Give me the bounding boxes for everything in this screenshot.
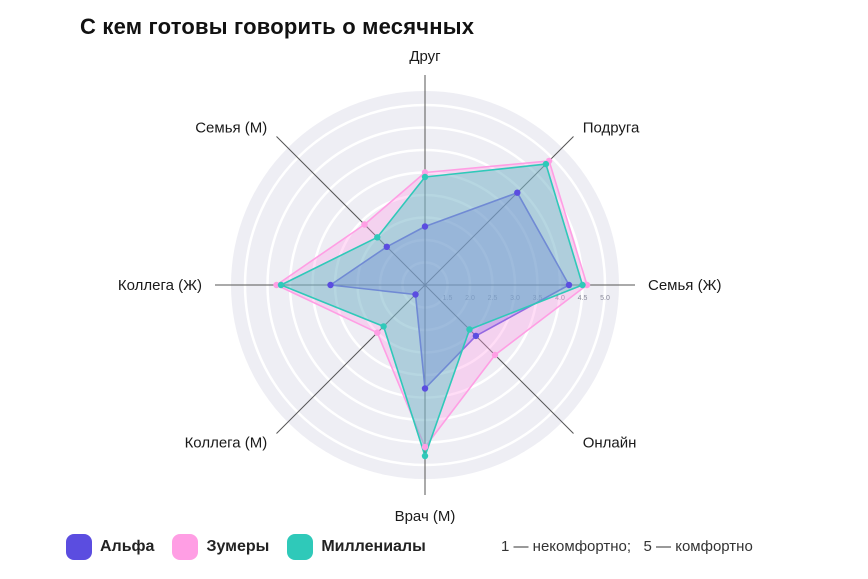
series-2-point-коллега-м: [380, 323, 387, 330]
series-0-point-семья-ж: [565, 281, 573, 289]
axis-label-врач-м: Врач (М): [395, 508, 456, 525]
series-1-point-друг: [421, 169, 429, 176]
series-1-point-семья-м: [361, 221, 368, 228]
tick-label: 2.5: [488, 295, 498, 302]
series-0-point-коллега-ж: [327, 281, 334, 289]
tick-label: 5.0: [600, 295, 610, 302]
series-1-point-коллега-м: [374, 329, 381, 336]
series-0-point-подруга: [514, 189, 521, 196]
series-0-point-друг: [421, 223, 429, 230]
tick-label: 1.5: [443, 295, 453, 302]
axis-label-семья-ж: Семья (Ж): [648, 277, 721, 294]
legend-item-millennials: Миллениалы: [287, 534, 426, 560]
axis-spoke-семья-м: [276, 136, 426, 286]
series-0-point-семья-м: [383, 243, 390, 250]
scale-note: 1 — некомфортно; 5 — комфортно: [501, 538, 753, 555]
series-0-point-коллега-м: [412, 291, 419, 298]
legend-item-zoomers: Зумеры: [172, 534, 269, 560]
series-1-point-семья-ж: [583, 281, 591, 289]
tick-label: 3.5: [533, 295, 543, 302]
tick-label: 2.0: [465, 295, 475, 302]
legend-label-zoomers: Зумеры: [206, 538, 270, 555]
series-2-point-врач-м: [421, 452, 429, 460]
series-2-point-онлайн: [466, 326, 473, 333]
tick-label: 4.0: [555, 295, 565, 302]
legend-swatch-zoomers: [172, 534, 199, 560]
series-1-point-онлайн: [491, 351, 499, 359]
legend-item-alpha: Альфа: [66, 534, 154, 560]
axis-label-друг: Друг: [409, 48, 441, 65]
series-2-point-коллега-ж: [277, 281, 285, 289]
axis-label-коллега-м: Коллега (М): [185, 435, 268, 452]
axis-label-коллега-ж: Коллега (Ж): [118, 277, 202, 294]
legend-label-alpha: Альфа: [100, 538, 155, 555]
series-0-point-врач-м: [421, 385, 429, 392]
legend-label-millennials: Миллениалы: [321, 538, 426, 555]
tick-label: 4.5: [578, 295, 588, 302]
series-2-point-семья-ж: [579, 281, 586, 289]
series-0-point-онлайн: [472, 332, 480, 340]
tick-label: 3.0: [510, 295, 520, 302]
legend-swatch-alpha: [66, 534, 92, 560]
legend: Альфа Зумеры Миллениалы: [66, 532, 444, 562]
series-2-point-семья-м: [374, 234, 381, 241]
chart-title: С кем готовы говорить о месячных: [80, 14, 475, 39]
axis-label-онлайн: Онлайн: [583, 435, 637, 452]
axis-spoke-коллега-м: [276, 284, 426, 434]
series-1-point-коллега-ж: [273, 281, 280, 289]
axis-label-семья-м: Семья (М): [195, 119, 267, 136]
axis-label-подруга: Подруга: [583, 119, 640, 136]
series-1-point-врач-м: [421, 443, 429, 451]
legend-swatch-millennials: [287, 534, 314, 560]
series-2-point-друг: [421, 173, 429, 181]
series-2-point-подруга: [542, 160, 550, 168]
axis-spoke-онлайн: [424, 284, 574, 434]
